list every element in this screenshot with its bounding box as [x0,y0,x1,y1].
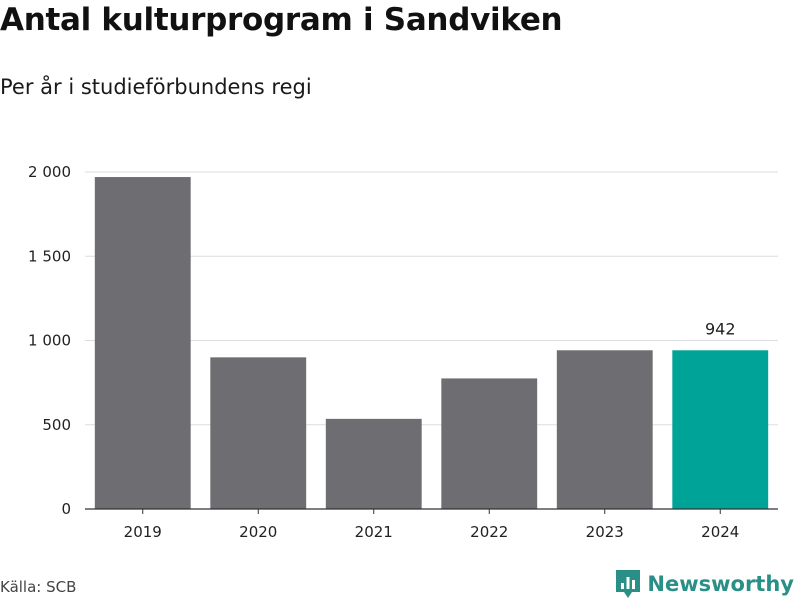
brand-name: Newsworthy [647,572,794,596]
data-label: 942 [705,319,736,338]
y-tick-label: 500 [42,416,71,434]
chart-title: Antal kulturprogram i Sandviken [0,2,563,38]
x-tick-label: 2020 [239,523,277,541]
x-tick-label: 2022 [470,523,508,541]
y-tick-label: 0 [61,500,71,518]
bar-2022 [441,378,538,509]
brand-logo: Newsworthy [615,569,794,599]
source-note: Källa: SCB [0,578,77,596]
bar-2020 [210,357,307,509]
y-tick-label: 1 000 [28,332,71,350]
x-tick-label: 2024 [701,523,739,541]
bar-2021 [325,418,422,509]
bar-2024 [672,350,769,509]
x-tick-label: 2021 [355,523,393,541]
x-tick-label: 2023 [586,523,624,541]
newsworthy-logo-icon [616,570,641,598]
y-tick-label: 2 000 [28,163,71,181]
bar-2019 [94,177,191,509]
bar-2023 [556,350,653,509]
chart-subtitle: Per år i studieförbundens regi [0,75,312,99]
x-tick-label: 2019 [124,523,162,541]
y-tick-label: 1 500 [28,247,71,265]
